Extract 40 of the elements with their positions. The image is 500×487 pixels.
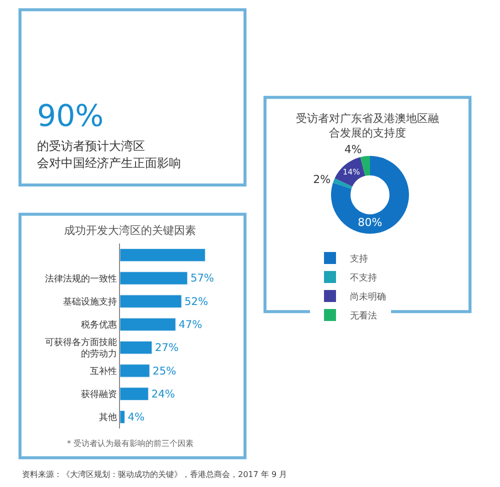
text: 的受访者预计大湾区: [37, 139, 145, 153]
donut-slice: [334, 157, 366, 187]
chart-title: 受访者对广东省及港澳地区融合发展的支持度: [296, 112, 439, 140]
legend-label: 无看法: [350, 310, 377, 322]
data-label: 47%: [178, 319, 202, 331]
data-label: 80%: [358, 216, 382, 230]
text: 会对中国经济产生正面影响: [37, 156, 181, 170]
data-label: 2%: [313, 173, 331, 186]
data-label: 4%: [128, 412, 145, 424]
y-tick-label: 税务优惠: [81, 320, 118, 331]
bar: [120, 248, 206, 262]
data-label: 24%: [151, 388, 175, 400]
data-label: 25%: [152, 365, 176, 378]
bar: [120, 318, 176, 332]
bar: [120, 272, 188, 285]
bar: [120, 294, 182, 308]
bar: [120, 410, 125, 424]
data-label: 4%: [344, 143, 362, 156]
text: * 受访者认为最有影响的前三个因素: [67, 439, 194, 448]
donut-slice: [360, 156, 370, 176]
legend-label: 不支持: [350, 272, 377, 284]
legend-label: 尚未明确: [350, 292, 386, 303]
bar: [120, 387, 149, 400]
data-label: 27%: [154, 342, 179, 354]
data-label: 57%: [190, 272, 214, 285]
bar: [120, 364, 150, 378]
y-tick-label: 互补性: [90, 366, 118, 377]
data-label: 52%: [184, 296, 208, 308]
donut-slice: [332, 178, 352, 189]
y-tick-label: 其他: [99, 412, 118, 424]
y-tick-label: 基础设施支持: [63, 296, 118, 308]
legend-label: 支持: [350, 254, 368, 265]
text: 资料来源：《大湾区规划：驱动成功的关键》，香港总商会，2017 年 9 月: [22, 470, 288, 479]
bar: [120, 340, 152, 354]
y-tick-label: 可获得各方面技能的劳动力: [45, 336, 118, 360]
y-tick-label: 法律法规的一致性: [45, 273, 118, 284]
donut-slice: [331, 156, 409, 234]
y-tick-label: 获得融资: [81, 389, 118, 400]
text: 90%: [37, 99, 104, 134]
chart-title: 成功开发大湾区的关键因素: [64, 224, 196, 237]
